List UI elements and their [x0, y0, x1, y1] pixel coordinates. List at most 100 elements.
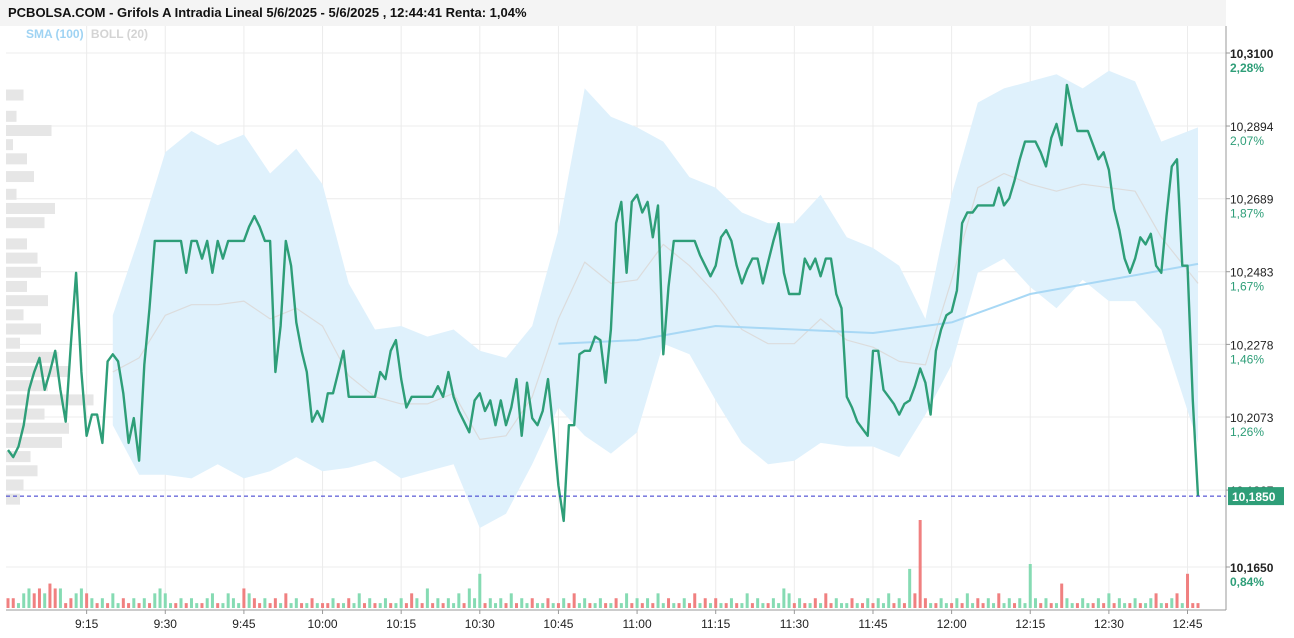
volume-bar [992, 603, 996, 608]
volume-bar [362, 603, 366, 608]
x-tick-label: 9:45 [232, 617, 256, 631]
volume-bar [247, 593, 251, 608]
volume-bar [950, 603, 954, 608]
y-tick-label: 10,2073 [1230, 411, 1274, 425]
volume-bar [787, 593, 791, 608]
profile-bar [6, 217, 45, 229]
volume-bar [315, 603, 319, 608]
volume-bar [106, 603, 110, 608]
series-lines [6, 83, 1226, 523]
volume-bar [1165, 603, 1169, 608]
x-tick-label: 10:15 [386, 617, 416, 631]
volume-bar [892, 603, 896, 608]
volume-bar [263, 598, 267, 608]
volume-bar [394, 603, 398, 608]
profile-bar [6, 323, 41, 335]
x-tick-label: 11:30 [780, 617, 809, 631]
volume-bar [399, 598, 403, 608]
volume-bar [483, 603, 487, 608]
volume-bar [567, 603, 571, 608]
volume-bar [824, 593, 828, 608]
volume-bar [1186, 573, 1190, 608]
profile-bar [6, 337, 20, 349]
profile-bar [6, 295, 48, 307]
profile-bar [6, 351, 59, 363]
volume-bar [85, 593, 89, 608]
profile-bar [6, 266, 41, 278]
volume-bar [74, 593, 78, 608]
legend-boll[interactable]: BOLL (20) [90, 27, 149, 41]
volume-bar [761, 603, 765, 608]
volume-bar [530, 598, 534, 608]
y-pct-label: 1,26% [1230, 425, 1264, 439]
profile-bar [6, 252, 38, 264]
volume-bar [913, 593, 917, 608]
legend-sma[interactable]: SMA (100) [26, 27, 84, 41]
volume-bar [651, 603, 655, 608]
profile-bar [6, 238, 27, 250]
volume-bar [1054, 603, 1058, 608]
volume-bar [929, 603, 933, 608]
volume-bar [1175, 593, 1179, 608]
volume-bar [1065, 598, 1069, 608]
volume-bar [1196, 603, 1200, 608]
volume-bar [273, 598, 277, 608]
volume-bar [944, 603, 948, 608]
profile-bar [6, 493, 20, 505]
volume-bar [860, 603, 864, 608]
profile-bar [6, 171, 34, 183]
volume-bar [499, 598, 503, 608]
profile-bar [6, 380, 48, 392]
volume-bar [604, 603, 608, 608]
volume-bar [488, 598, 492, 608]
volume-bar [1023, 603, 1027, 608]
volume-bar [740, 603, 744, 608]
volume-bar [1013, 603, 1017, 608]
volume-bar [525, 603, 529, 608]
volume-bar [965, 593, 969, 608]
volume-bar [997, 593, 1001, 608]
volume-bar [661, 603, 665, 608]
volume-bar [1039, 603, 1043, 608]
y-tick-label: 10,2278 [1230, 338, 1274, 352]
volume-bar [729, 598, 733, 608]
volume-bar [1144, 603, 1148, 608]
volume-bar [876, 598, 880, 608]
volume-bar [158, 588, 162, 608]
volume-bar [231, 598, 235, 608]
volume-bar [252, 598, 256, 608]
x-tick-label: 12:15 [1015, 617, 1045, 631]
volume-bar [6, 598, 10, 608]
volume-bar [373, 603, 377, 608]
volume-bar [1091, 603, 1095, 608]
volume-bar [378, 603, 382, 608]
volume-bar [64, 603, 68, 608]
volume-bar [342, 603, 346, 608]
volume-bar [745, 593, 749, 608]
volume-bar [226, 593, 230, 608]
volume-bar [368, 598, 372, 608]
volume-bar [598, 598, 602, 608]
volume-bar [515, 603, 519, 608]
volume-bar [667, 598, 671, 608]
volume-bar [1112, 603, 1116, 608]
profile-bar [6, 110, 17, 122]
volume-bar [1138, 603, 1142, 608]
profile-bar [6, 89, 24, 101]
title-bar: PCBOLSA.COM - Grifols A Intradia Lineal … [0, 0, 1226, 26]
volume-bar [1049, 603, 1053, 608]
x-tick-label: 12:45 [1172, 617, 1202, 631]
volume-bar [798, 598, 802, 608]
profile-bar [6, 479, 24, 491]
volume-bar [703, 598, 707, 608]
bollinger-bands [112, 70, 1198, 528]
volume-bar [677, 603, 681, 608]
volume-bar [625, 593, 629, 608]
volume-bar [509, 593, 513, 608]
volume-bar [420, 603, 424, 608]
volume-bar [467, 588, 471, 608]
volume-bar [934, 603, 938, 608]
volume-bar [1133, 598, 1137, 608]
volume-bar [321, 603, 325, 608]
volume-bar [808, 603, 812, 608]
